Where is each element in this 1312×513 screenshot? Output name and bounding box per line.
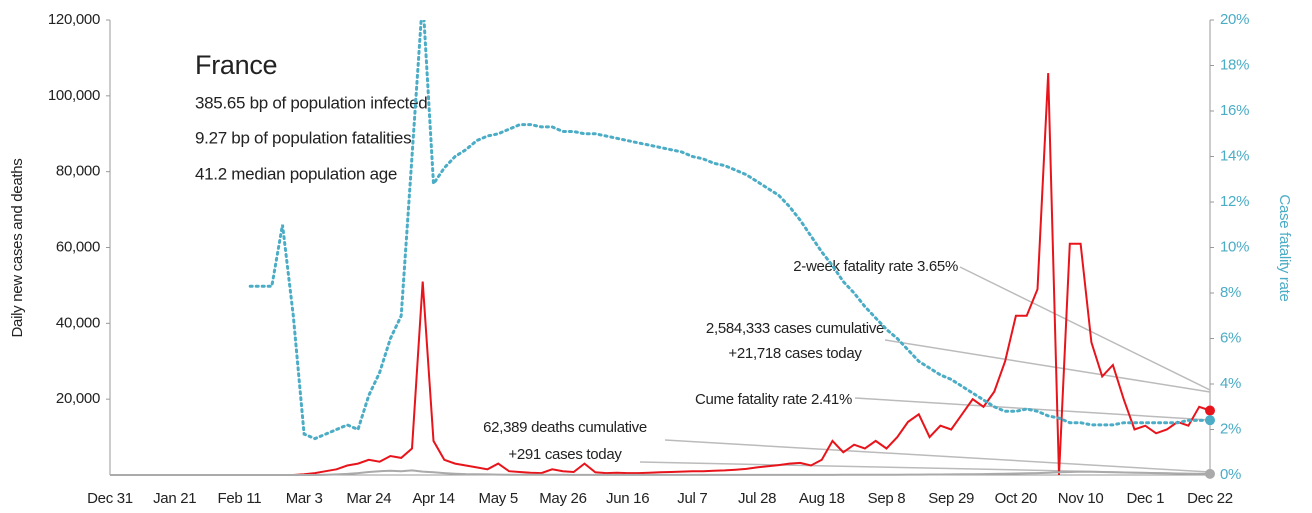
y2-tick-label: 20%: [1220, 11, 1249, 28]
x-tick-label: Aug 18: [799, 490, 845, 507]
country-title: France: [195, 50, 277, 80]
stat: 41.2 median population age: [195, 164, 397, 183]
x-tick-label: Jul 7: [677, 490, 707, 507]
leader-lines: [639, 266, 1211, 475]
end-marker: [1205, 415, 1215, 426]
y-tick-label: 60,000: [56, 238, 100, 255]
x-tick-label: Dec 22: [1187, 490, 1233, 507]
y2-tick-label: 0%: [1220, 466, 1241, 483]
y-tick-label: 80,000: [56, 163, 100, 180]
x-tick-label: May 5: [479, 490, 518, 507]
y2-tick-label: 16%: [1220, 102, 1249, 119]
y2-axis-label: Case fatality rate: [1276, 194, 1293, 301]
end-marker: [1205, 405, 1215, 416]
x-tick-label: Jan 21: [153, 490, 196, 507]
x-tick-label: Dec 1: [1126, 490, 1164, 507]
series-line: [248, 20, 1212, 441]
y-tick-label: 120,000: [48, 11, 100, 28]
y-tick-label: 100,000: [48, 87, 100, 104]
x-tick-label: Dec 31: [87, 490, 133, 507]
y2-tick-label: 10%: [1220, 238, 1249, 255]
y2-tick-label: 14%: [1220, 147, 1249, 164]
x-tick-label: Feb 11: [218, 490, 262, 507]
x-tick-label: Nov 10: [1058, 490, 1104, 507]
y-axis-label: Daily new cases and deaths: [9, 159, 26, 338]
x-tick-label: May 26: [539, 490, 586, 507]
annotation: Cume fatality rate 2.41%: [695, 391, 852, 408]
x-tick-label: Sep 29: [928, 490, 974, 507]
stat: 385.65 bp of population infected: [195, 93, 427, 112]
annotation: 2-week fatality rate 3.65%: [793, 258, 958, 275]
end-marker: [1205, 468, 1215, 479]
x-tick-label: Apr 14: [412, 490, 454, 507]
annotation: 2,584,333 cases cumulative: [706, 320, 884, 337]
x-tick-label: Oct 20: [995, 490, 1037, 507]
y2-tick-label: 4%: [1220, 375, 1241, 392]
y-tick-label: 40,000: [56, 314, 100, 331]
series-group: [110, 20, 1212, 476]
annotation: +21,718 cases today: [728, 345, 862, 362]
stat: 9.27 bp of population fatalities: [195, 128, 411, 147]
y-tick-label: 20,000: [56, 390, 100, 407]
y2-tick-label: 18%: [1220, 56, 1249, 73]
annotation: +291 cases today: [508, 446, 622, 463]
x-tick-label: Mar 3: [286, 490, 323, 507]
y2-tick-label: 12%: [1220, 193, 1249, 210]
series-line: [110, 469, 1211, 476]
y2-tick-label: 6%: [1220, 329, 1241, 346]
x-tick-label: Sep 8: [868, 490, 906, 507]
x-tick-label: Jun 16: [606, 490, 649, 507]
x-tick-label: Jul 28: [738, 490, 776, 507]
x-tick-label: Mar 24: [346, 490, 391, 507]
annotation: 62,389 deaths cumulative: [483, 419, 647, 436]
y2-tick-label: 8%: [1220, 284, 1241, 301]
y2-tick-label: 2%: [1220, 420, 1241, 437]
